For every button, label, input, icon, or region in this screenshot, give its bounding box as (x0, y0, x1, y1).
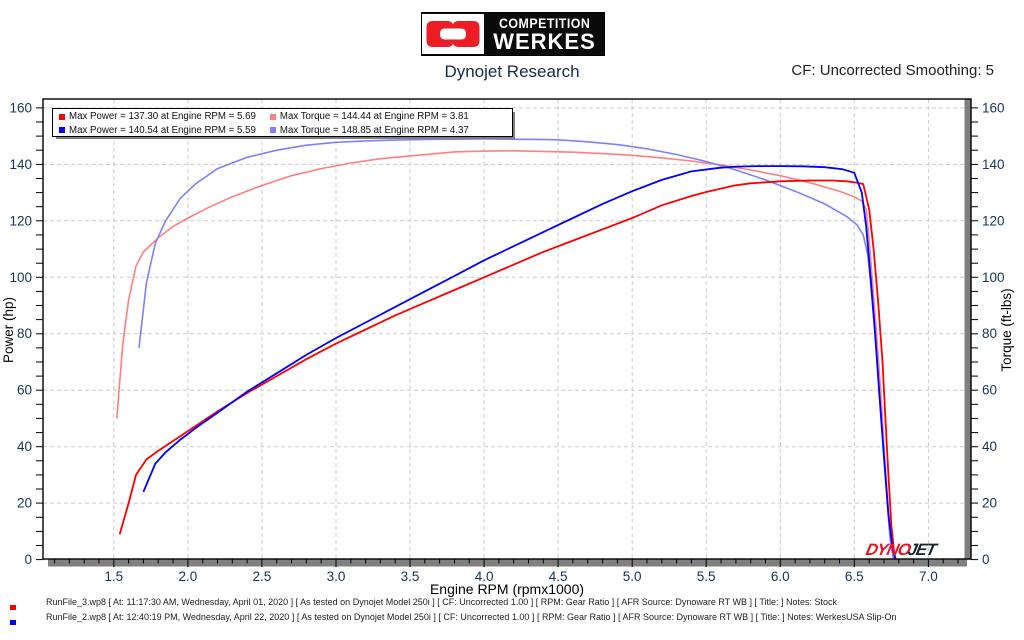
svg-text:160: 160 (982, 100, 1005, 115)
svg-text:7.0: 7.0 (919, 569, 938, 584)
svg-text:5.0: 5.0 (623, 569, 642, 584)
svg-text:140: 140 (982, 157, 1005, 172)
svg-text:0: 0 (982, 552, 990, 567)
svg-text:20: 20 (982, 496, 997, 511)
svg-text:140: 140 (9, 157, 32, 172)
svg-text:3.5: 3.5 (401, 569, 420, 584)
svg-text:120: 120 (9, 213, 32, 228)
svg-text:40: 40 (17, 439, 32, 454)
svg-text:60: 60 (982, 383, 997, 398)
svg-text:DYNO: DYNO (864, 540, 913, 559)
svg-text:2.0: 2.0 (179, 569, 198, 584)
svg-text:100: 100 (982, 270, 1005, 285)
svg-text:20: 20 (17, 496, 32, 511)
svg-text:Power (hp): Power (hp) (1, 297, 16, 363)
svg-text:Torque (ft-lbs): Torque (ft-lbs) (999, 288, 1014, 371)
svg-text:100: 100 (9, 270, 32, 285)
svg-text:60: 60 (17, 383, 32, 398)
svg-text:6.0: 6.0 (771, 569, 790, 584)
svg-text:2.5: 2.5 (253, 569, 272, 584)
svg-text:40: 40 (982, 439, 997, 454)
svg-text:80: 80 (982, 326, 997, 341)
svg-text:0: 0 (24, 552, 32, 567)
svg-text:80: 80 (17, 326, 32, 341)
svg-text:1.5: 1.5 (104, 569, 123, 584)
svg-text:160: 160 (9, 100, 32, 115)
svg-text:5.5: 5.5 (697, 569, 716, 584)
svg-text:Engine RPM (rpmx1000): Engine RPM (rpmx1000) (430, 581, 584, 597)
svg-text:120: 120 (982, 213, 1005, 228)
svg-text:6.5: 6.5 (845, 569, 864, 584)
svg-text:3.0: 3.0 (327, 569, 346, 584)
